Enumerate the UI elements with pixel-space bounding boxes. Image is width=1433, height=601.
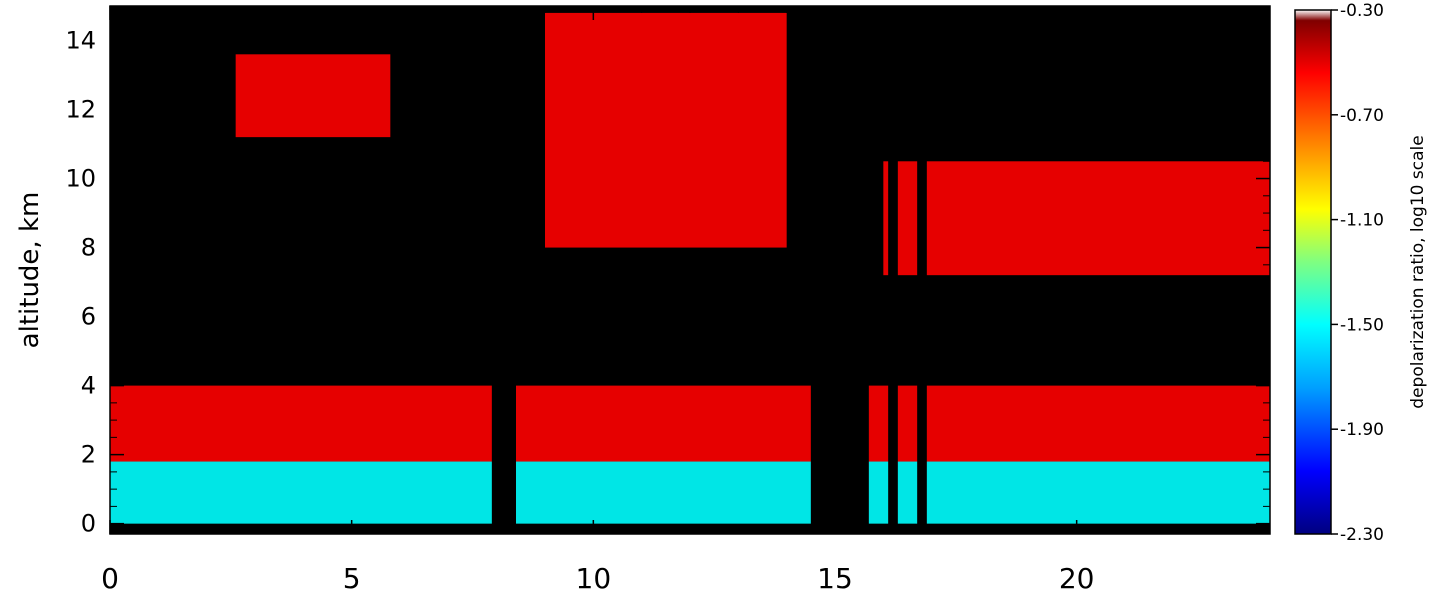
y-tick-label: 10 [65, 165, 96, 193]
x-tick-label: 20 [1059, 562, 1095, 595]
no-data-column [888, 6, 898, 534]
x-tick-label: 15 [817, 562, 853, 595]
colorbar-tick-label: -1.10 [1340, 211, 1384, 231]
y-tick-label: 2 [81, 441, 96, 469]
y-tick-label: 12 [65, 96, 96, 124]
layer-cirrus-morning [235, 54, 391, 138]
x-tick-label: 5 [343, 562, 361, 595]
y-tick-label: 0 [81, 510, 96, 538]
layer-cirrus-midday [545, 12, 787, 248]
colorbar [1294, 9, 1332, 535]
layer-cirrus-evening [883, 161, 1270, 276]
colorbar-tick-label: -1.90 [1340, 420, 1384, 440]
heatmap-layers [110, 6, 1270, 534]
no-data-column [810, 6, 869, 534]
colorbar-ticks: -0.30 -0.70 -1.10 -1.50 -1.90 -2.30 [1331, 1, 1384, 545]
colorbar-tick-label: -0.70 [1340, 106, 1384, 126]
colorbar-tick-label: -0.30 [1340, 1, 1384, 21]
no-data-column [491, 6, 516, 534]
colorbar-title: depolarization ratio, log10 scale [1408, 135, 1428, 408]
layer-boundary-layer-high [110, 385, 1270, 462]
layer-boundary-layer-low [110, 461, 1270, 524]
no-data-column [917, 6, 927, 534]
colorbar-tick-label: -1.50 [1340, 315, 1384, 335]
y-axis-title: altitude, km [15, 192, 45, 349]
y-tick-label: 6 [81, 303, 96, 331]
x-tick-label: 10 [576, 562, 612, 595]
y-axis: 0 2 4 6 8 10 12 14 [65, 22, 1270, 538]
y-tick-label: 4 [81, 372, 96, 400]
x-axis: 0 5 10 15 20 [101, 6, 1271, 595]
colorbar-tick-label: -2.30 [1340, 525, 1384, 545]
y-tick-label: 8 [81, 234, 96, 262]
x-tick-label: 0 [101, 562, 119, 595]
y-tick-label: 14 [65, 27, 96, 55]
